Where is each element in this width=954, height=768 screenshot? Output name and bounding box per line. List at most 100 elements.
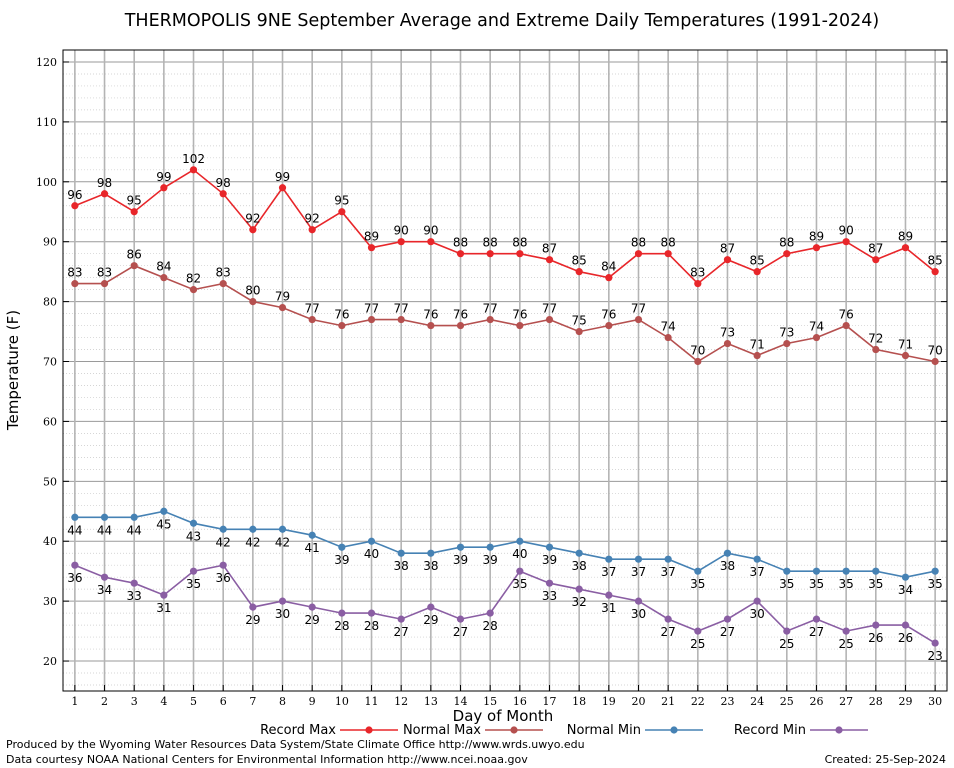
data-point xyxy=(100,573,109,581)
data-point xyxy=(249,603,257,611)
x-tick-label: 30 xyxy=(928,695,942,708)
data-label: 39 xyxy=(542,553,557,567)
data-label: 40 xyxy=(512,547,527,561)
data-label: 79 xyxy=(275,290,290,304)
data-point xyxy=(545,315,554,324)
data-label: 102 xyxy=(182,152,205,166)
x-tick-label: 16 xyxy=(513,695,527,708)
data-point xyxy=(456,543,465,551)
footer-data-courtesy: Data courtesy NOAA National Centers for … xyxy=(6,753,528,766)
x-tick-label: 29 xyxy=(898,695,912,708)
data-label: 28 xyxy=(364,619,379,633)
data-point xyxy=(901,573,910,581)
legend-label: Record Max xyxy=(260,723,336,738)
data-label: 77 xyxy=(394,302,409,316)
data-point xyxy=(842,627,850,635)
data-point xyxy=(931,639,939,647)
data-label: 36 xyxy=(67,571,82,585)
data-label: 88 xyxy=(483,236,498,250)
data-point xyxy=(931,357,939,366)
data-point xyxy=(545,579,554,587)
plot-frame xyxy=(62,49,948,692)
data-point xyxy=(456,321,465,330)
data-label: 88 xyxy=(661,236,676,250)
x-tick-label: 10 xyxy=(335,695,349,708)
data-label: 37 xyxy=(661,565,676,579)
data-point xyxy=(367,537,376,545)
x-tick-label: 14 xyxy=(454,695,468,708)
data-point xyxy=(397,615,405,623)
data-point xyxy=(783,250,791,258)
data-point xyxy=(308,226,316,234)
data-point xyxy=(575,549,583,557)
data-label: 27 xyxy=(661,625,676,639)
series-layer: 96 98 95 99 102 98 92 99 92 95 89 90 90 88 88 88 87 85 84 8… xyxy=(67,152,943,663)
data-label: 27 xyxy=(720,625,735,639)
data-label: 41 xyxy=(305,541,320,555)
data-label: 34 xyxy=(97,583,112,597)
x-tick-label: 27 xyxy=(839,695,853,708)
data-point xyxy=(634,250,643,258)
legend-label: Record Min xyxy=(734,723,806,738)
x-tick-label: 4 xyxy=(160,695,167,708)
footer-produced-by: Produced by the Wyoming Water Resources … xyxy=(6,738,585,751)
data-point xyxy=(308,531,316,539)
data-point xyxy=(694,627,702,635)
data-label: 38 xyxy=(394,559,409,573)
data-label: 39 xyxy=(453,553,468,567)
data-point xyxy=(427,321,435,330)
data-label: 85 xyxy=(750,254,765,268)
data-label: 72 xyxy=(868,332,883,346)
data-label: 38 xyxy=(572,559,587,573)
data-point xyxy=(753,597,761,605)
x-tick-label: 15 xyxy=(483,695,497,708)
data-label: 35 xyxy=(868,577,883,591)
data-point xyxy=(545,256,554,264)
y-tick-label: 30 xyxy=(43,595,57,608)
data-point xyxy=(308,315,316,324)
data-point xyxy=(219,561,227,569)
data-point xyxy=(71,513,79,521)
data-point xyxy=(71,561,79,569)
data-point xyxy=(634,597,643,605)
data-label: 74 xyxy=(661,320,676,334)
data-label: 37 xyxy=(750,565,765,579)
data-label: 29 xyxy=(305,613,320,627)
data-label: 44 xyxy=(127,523,142,537)
data-point xyxy=(575,268,583,276)
data-point xyxy=(189,166,198,174)
data-point xyxy=(664,333,672,342)
data-label: 88 xyxy=(453,236,468,250)
data-label: 42 xyxy=(275,535,290,549)
data-point xyxy=(812,615,821,623)
data-point xyxy=(160,184,168,192)
data-point xyxy=(931,567,939,575)
data-point xyxy=(160,591,168,599)
x-tick-label: 12 xyxy=(394,695,408,708)
data-label: 27 xyxy=(809,625,824,639)
data-point xyxy=(575,585,583,593)
legend-marker xyxy=(510,726,518,734)
data-point xyxy=(160,274,168,282)
x-tick-label: 1 xyxy=(71,695,78,708)
data-label: 76 xyxy=(601,308,616,322)
data-point xyxy=(249,226,257,234)
x-tick-label: 24 xyxy=(750,695,764,708)
data-label: 99 xyxy=(275,170,290,184)
data-label: 40 xyxy=(364,547,379,561)
data-label: 39 xyxy=(483,553,498,567)
x-tick-label: 18 xyxy=(572,695,586,708)
data-label: 31 xyxy=(601,601,616,615)
legend-marker xyxy=(365,726,373,734)
data-label: 38 xyxy=(423,559,438,573)
data-label: 39 xyxy=(334,553,349,567)
x-tick-label: 25 xyxy=(780,695,794,708)
data-label: 83 xyxy=(216,266,231,280)
y-tick-label: 100 xyxy=(36,176,57,189)
data-label: 98 xyxy=(97,176,112,190)
data-point xyxy=(130,513,138,521)
data-label: 99 xyxy=(156,170,171,184)
y-tick-label: 90 xyxy=(43,236,57,249)
data-label: 37 xyxy=(601,565,616,579)
